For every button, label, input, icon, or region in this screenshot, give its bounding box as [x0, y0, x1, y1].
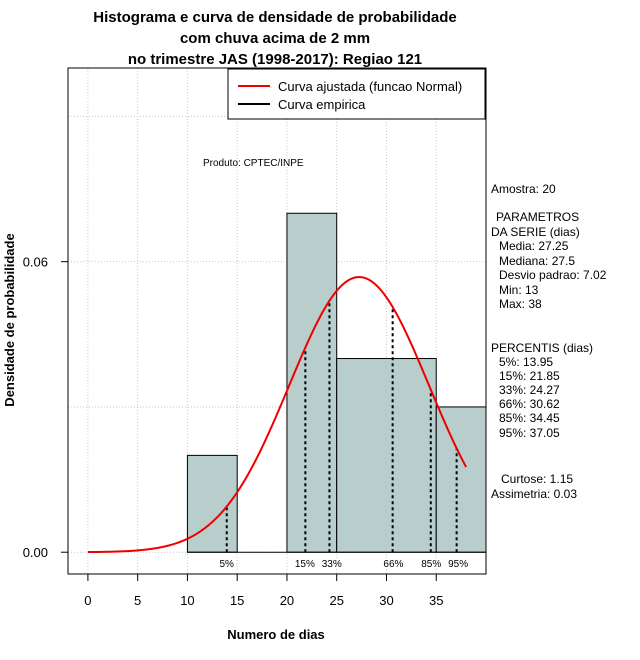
legend-box	[227, 68, 486, 120]
percentile-label-15: 15%	[295, 559, 315, 570]
x-tick-label-5: 25	[329, 593, 343, 608]
y-tick-label-1: 0.06	[23, 255, 48, 270]
product-annotation: Produto: CPTEC/INPE	[203, 158, 304, 169]
legend-label-normal: Curva ajustada (funcao Normal)	[278, 79, 462, 94]
side-panel-line-4: Media: 27.25	[499, 239, 569, 253]
x-tick-label-4: 20	[280, 593, 294, 608]
side-panel-line-5: Mediana: 27.5	[499, 254, 575, 268]
side-panel-line-1: Amostra: 20	[491, 182, 556, 196]
percentile-label-5: 5%	[220, 559, 235, 570]
y-tick-label-0: 0.00	[23, 545, 48, 560]
side-panel-line-12: 33%: 24.27	[499, 383, 560, 397]
histogram-bar-2	[286, 212, 338, 553]
percentile-label-66: 66%	[383, 559, 403, 570]
side-panel-line-15: 95%: 37.05	[499, 426, 560, 440]
x-tick-label-1: 5	[134, 593, 141, 608]
histogram-bar-4	[435, 406, 487, 553]
x-tick-label-0: 0	[84, 593, 91, 608]
x-tick-label-6: 30	[379, 593, 393, 608]
x-tick-label-3: 15	[230, 593, 244, 608]
side-panel-line-3: DA SERIE (dias)	[491, 225, 580, 239]
normal-curve-line	[87, 276, 467, 554]
chart-title-line-3: no trimestre JAS (1998-2017): Regiao 121	[128, 51, 422, 68]
y-axis-label: Densidade de probabilidade	[2, 233, 17, 406]
x-tick-label-2: 10	[180, 593, 194, 608]
side-panel-line-9: PERCENTIS (dias)	[491, 341, 593, 355]
side-panel-line-7: Min: 13	[499, 283, 539, 297]
side-panel-line-6: Desvio padrao: 7.02	[499, 268, 607, 282]
side-panel-line-17: Assimetria: 0.03	[491, 487, 577, 501]
side-panel-line-13: 66%: 30.62	[499, 397, 560, 411]
legend-label-empirical: Curva empirica	[278, 97, 366, 112]
side-panel-line-16: Curtose: 1.15	[501, 472, 573, 486]
side-panel-line-2: PARAMETROS	[496, 210, 579, 224]
percentile-label-85: 85%	[421, 559, 441, 570]
side-panel-line-14: 85%: 34.45	[499, 411, 560, 425]
side-panel-line-11: 15%: 21.85	[499, 369, 560, 383]
percentile-label-95: 95%	[448, 559, 468, 570]
percentile-label-33: 33%	[322, 559, 342, 570]
x-tick-label-7: 35	[429, 593, 443, 608]
histogram-bar-3	[336, 358, 437, 553]
side-panel-line-8: Max: 38	[499, 297, 542, 311]
x-axis-label: Numero de dias	[227, 627, 325, 642]
chart-title-line-1: Histograma e curva de densidade de proba…	[93, 9, 456, 26]
side-panel-line-10: 5%: 13.95	[499, 355, 553, 369]
chart-title-line-2: com chuva acima de 2 mm	[180, 30, 370, 47]
plot-frame	[67, 67, 487, 575]
